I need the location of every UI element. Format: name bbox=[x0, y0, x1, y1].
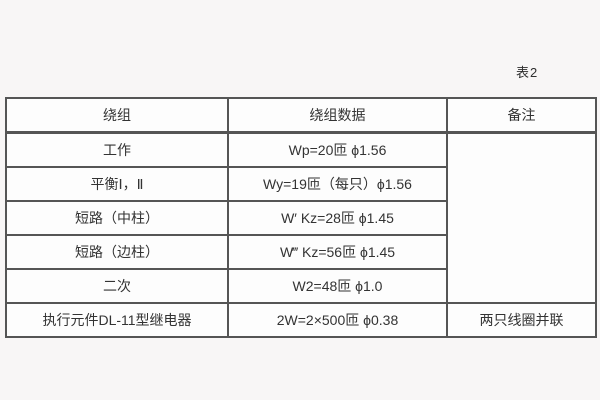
remarks-cell: 两只线圈并联 bbox=[446, 302, 597, 338]
winding-data-cell: 2W=2×500匝 ϕ0.38 bbox=[227, 302, 448, 338]
table-row: 短路（中柱） W′ Kz=28匝 ϕ1.45 bbox=[5, 200, 596, 236]
header-row: 绕组 绕组数据 备注 bbox=[5, 97, 597, 134]
winding-cell: 短路（边柱） bbox=[5, 234, 229, 270]
col-header-remarks: 备注 bbox=[446, 97, 597, 134]
winding-data-table: 绕组 绕组数据 备注 工作 Wp=20匝 ϕ1.56 平衡Ⅰ，Ⅱ Wy=19匝（… bbox=[5, 97, 597, 338]
winding-data-cell: W‴ Kz=56匝 ϕ1.45 bbox=[227, 234, 448, 270]
winding-data-cell: Wp=20匝 ϕ1.56 bbox=[227, 131, 448, 168]
winding-cell: 平衡Ⅰ，Ⅱ bbox=[5, 166, 229, 202]
table-row: 工作 Wp=20匝 ϕ1.56 bbox=[5, 131, 597, 304]
merged-remarks-cell bbox=[446, 131, 597, 304]
table-row: 平衡Ⅰ，Ⅱ Wy=19匝（每只）ϕ1.56 bbox=[5, 166, 596, 202]
winding-data-cell: W2=48匝 ϕ1.0 bbox=[227, 268, 448, 304]
winding-data-cell: W′ Kz=28匝 ϕ1.45 bbox=[227, 200, 448, 236]
col-header-winding: 绕组 bbox=[5, 97, 229, 134]
winding-cell: 短路（中柱） bbox=[5, 200, 229, 236]
col-header-winding-data: 绕组数据 bbox=[227, 97, 448, 134]
winding-cell: 工作 bbox=[5, 131, 229, 168]
table-row: 短路（边柱） W‴ Kz=56匝 ϕ1.45 bbox=[5, 234, 596, 270]
winding-cell: 执行元件DL-11型继电器 bbox=[5, 302, 229, 338]
winding-data-cell: Wy=19匝（每只）ϕ1.56 bbox=[227, 166, 448, 202]
table-row: 二次 W2=48匝 ϕ1.0 bbox=[5, 268, 596, 304]
table-caption: 表2 bbox=[516, 65, 539, 80]
winding-cell: 二次 bbox=[5, 268, 229, 304]
table-row: 执行元件DL-11型继电器 2W=2×500匝 ϕ0.38 两只线圈并联 bbox=[5, 302, 597, 338]
